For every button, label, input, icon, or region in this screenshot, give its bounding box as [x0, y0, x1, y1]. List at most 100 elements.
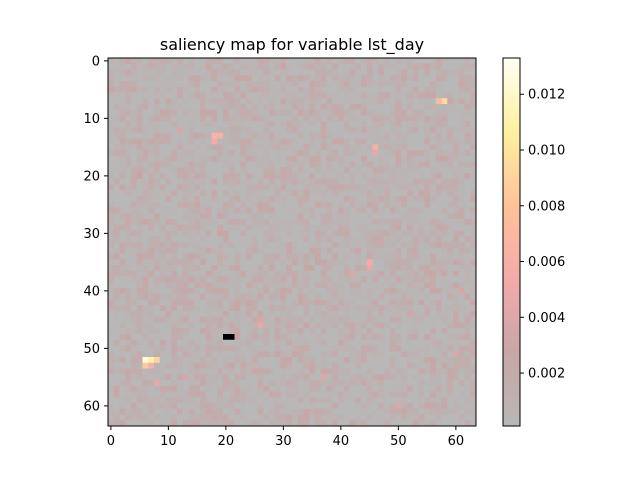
heatmap-cell: [389, 391, 396, 398]
heatmap-cell: [165, 305, 172, 312]
heatmap-cell: [188, 230, 195, 237]
heatmap-cell: [361, 282, 368, 289]
heatmap-cell: [292, 92, 299, 99]
heatmap-cell: [470, 207, 477, 214]
heatmap-cell: [355, 380, 362, 387]
heatmap-cell: [338, 86, 345, 93]
heatmap-cell: [435, 391, 442, 398]
heatmap-cell: [171, 219, 178, 226]
heatmap-cell: [453, 420, 460, 427]
heatmap-cell: [280, 81, 287, 88]
heatmap-cell: [309, 339, 316, 346]
heatmap-cell: [280, 98, 287, 105]
heatmap-cell: [251, 161, 258, 168]
heatmap-cell: [136, 155, 143, 162]
heatmap-cell: [458, 92, 465, 99]
heatmap-cell: [435, 69, 442, 76]
heatmap-cell: [113, 167, 120, 174]
heatmap-cell: [131, 293, 138, 300]
heatmap-cell: [297, 236, 304, 243]
x-axis: 0 10 20 30 40 50 60: [107, 426, 464, 449]
heatmap-cell: [320, 144, 327, 151]
heatmap-cell: [372, 391, 379, 398]
heatmap-cell: [320, 322, 327, 329]
heatmap-cell: [269, 81, 276, 88]
heatmap-cell: [458, 178, 465, 185]
heatmap-cell: [447, 305, 454, 312]
heatmap-cell: [326, 150, 333, 157]
heatmap-cell: [412, 86, 419, 93]
heatmap-cell: [447, 334, 454, 341]
heatmap-cell: [182, 132, 189, 139]
heatmap-cell: [447, 322, 454, 329]
heatmap-cell: [211, 167, 218, 174]
heatmap-cell: [315, 224, 322, 231]
heatmap-cell: [177, 357, 184, 364]
heatmap-cell: [384, 288, 391, 295]
heatmap-cell: [125, 385, 132, 392]
heatmap-cell: [188, 155, 195, 162]
heatmap-cell: [458, 242, 465, 249]
heatmap-cell: [407, 247, 414, 254]
heatmap-cell: [171, 276, 178, 283]
heatmap-cell: [378, 144, 385, 151]
heatmap-cell: [240, 155, 247, 162]
heatmap-cell: [430, 109, 437, 116]
heatmap-cell: [361, 334, 368, 341]
heatmap-cell: [412, 305, 419, 312]
heatmap-cell: [378, 270, 385, 277]
heatmap-cell: [343, 334, 350, 341]
heatmap-cell: [292, 184, 299, 191]
heatmap-cell: [246, 339, 253, 346]
heatmap-cell: [355, 86, 362, 93]
heatmap-cell: [108, 265, 115, 272]
heatmap-cell: [119, 282, 126, 289]
heatmap-cell: [240, 397, 247, 404]
heatmap-cell: [447, 420, 454, 427]
heatmap-cell: [315, 351, 322, 358]
heatmap-cell: [412, 196, 419, 203]
heatmap-cell: [154, 259, 161, 266]
heatmap-cell: [205, 190, 212, 197]
heatmap-cell: [366, 178, 373, 185]
heatmap-cell: [280, 391, 287, 398]
heatmap-cell: [338, 362, 345, 369]
heatmap-cell: [119, 311, 126, 318]
heatmap-cell: [407, 86, 414, 93]
heatmap-cell: [223, 155, 230, 162]
heatmap-cell: [131, 270, 138, 277]
heatmap-cell: [326, 81, 333, 88]
heatmap-cell: [303, 334, 310, 341]
heatmap-cell: [361, 63, 368, 70]
heatmap-cell: [177, 69, 184, 76]
heatmap-cell: [372, 184, 379, 191]
heatmap-cell: [182, 224, 189, 231]
heatmap-cell: [343, 397, 350, 404]
heatmap-cell: [274, 196, 281, 203]
heatmap-cell: [125, 178, 132, 185]
heatmap-cell: [453, 161, 460, 168]
heatmap-cell: [228, 109, 235, 116]
heatmap-cell: [378, 196, 385, 203]
heatmap-cell: [119, 391, 126, 398]
heatmap-cell: [384, 385, 391, 392]
heatmap-cell: [435, 92, 442, 99]
heatmap-cell: [269, 121, 276, 128]
heatmap-cell: [211, 351, 218, 358]
heatmap-cell: [131, 282, 138, 289]
heatmap-cell: [251, 219, 258, 226]
heatmap-cell: [108, 92, 115, 99]
heatmap-cell: [194, 138, 201, 145]
heatmap-cell: [349, 414, 356, 421]
heatmap-cell: [453, 368, 460, 375]
colorbar: [503, 58, 520, 426]
heatmap-cell: [401, 86, 408, 93]
heatmap-cell: [378, 334, 385, 341]
heatmap-cell: [355, 322, 362, 329]
heatmap-cell: [430, 81, 437, 88]
heatmap-cell: [355, 196, 362, 203]
heatmap-cell: [430, 328, 437, 335]
heatmap-cell: [389, 86, 396, 93]
heatmap-cell: [355, 265, 362, 272]
heatmap-cell: [297, 109, 304, 116]
